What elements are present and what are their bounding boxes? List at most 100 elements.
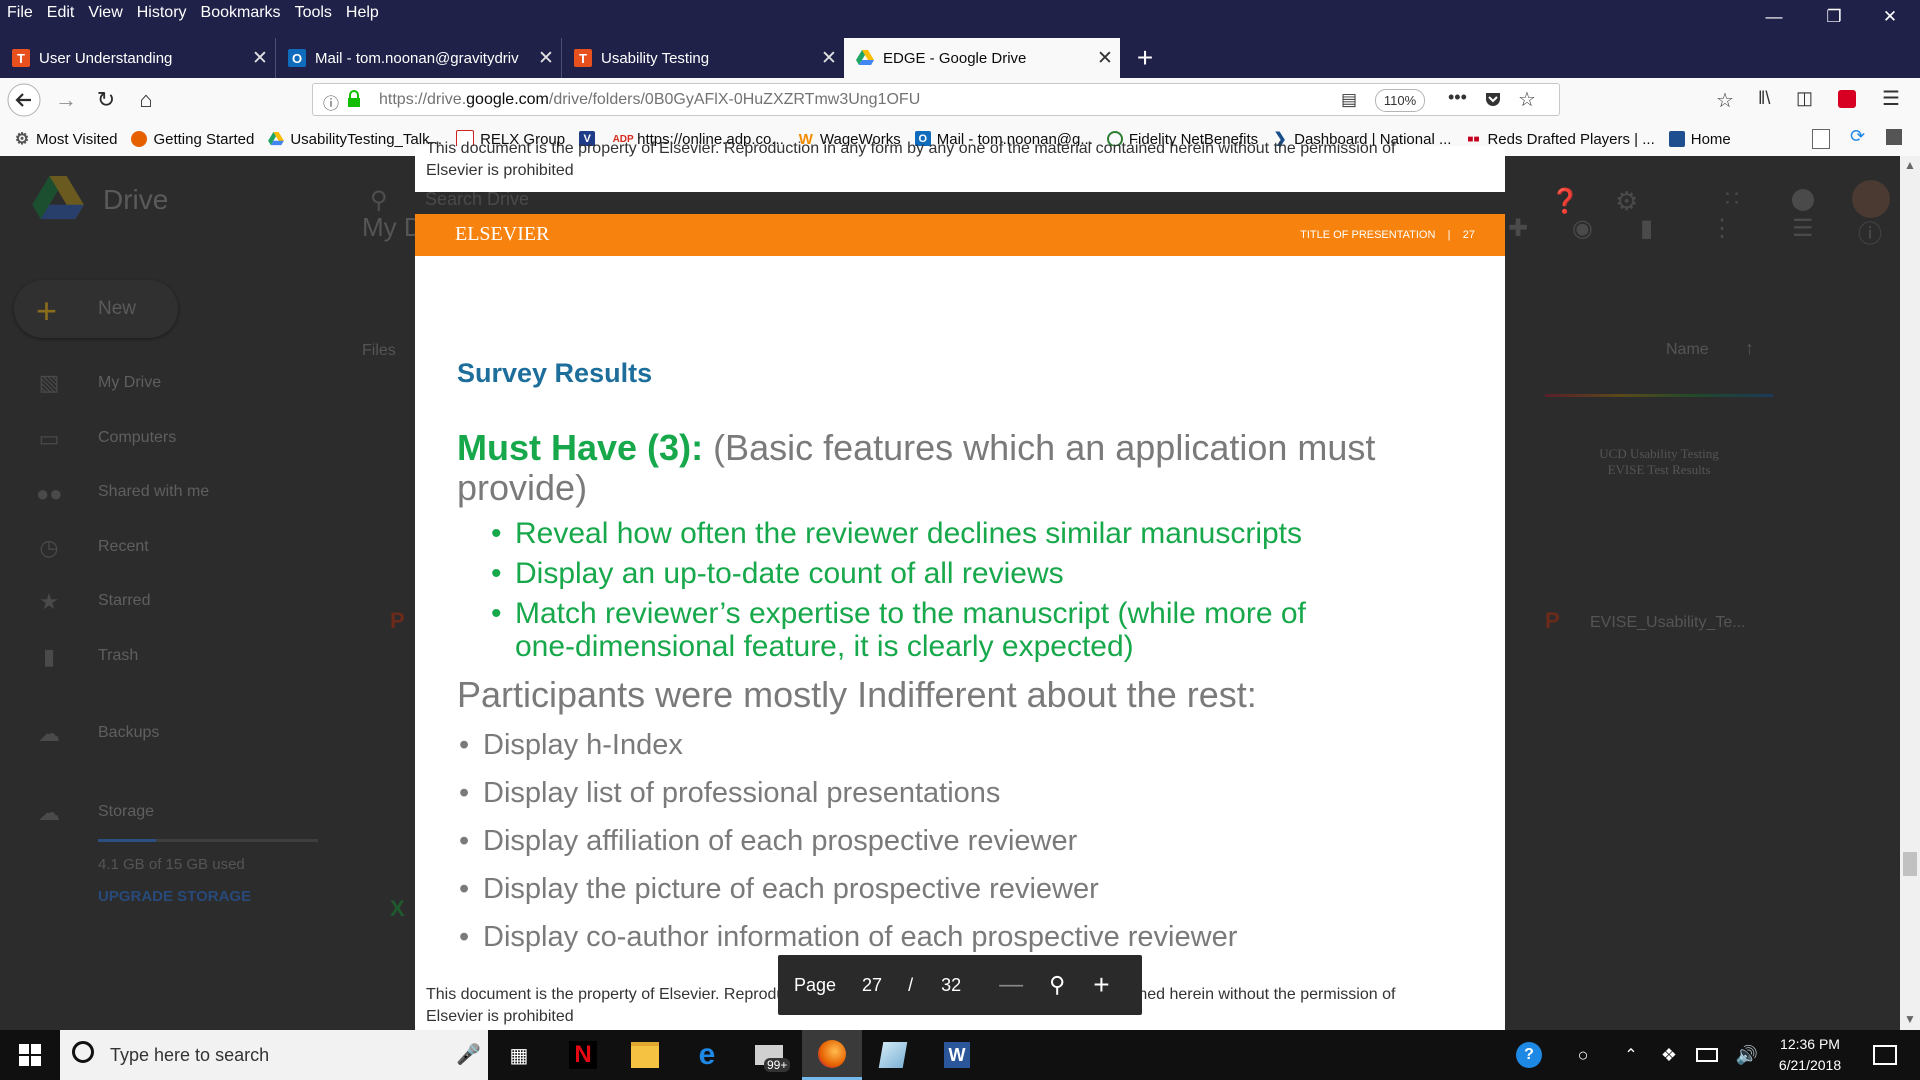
sidebar-item-computers[interactable]: Computers — [98, 429, 177, 446]
tab-user-understanding[interactable]: T User Understanding ✕ — [0, 38, 276, 78]
more-vert-icon[interactable]: ⋮ — [1710, 215, 1734, 242]
scroll-down-arrow-icon[interactable]: ▼ — [1904, 1012, 1916, 1026]
file-explorer-icon[interactable] — [628, 1038, 662, 1072]
sidebar-item-trash[interactable]: Trash — [98, 647, 139, 664]
pocket-icon[interactable] — [1483, 89, 1503, 109]
bookmark-mail[interactable]: O Mail - tom.noonan@g... — [914, 131, 1093, 148]
zoom-out-icon[interactable]: — — [999, 971, 1024, 998]
apps-grid-icon[interactable]: ∷ — [1725, 186, 1739, 211]
upgrade-storage-link[interactable]: UPGRADE STORAGE — [98, 888, 252, 905]
zoom-in-magnifier-icon[interactable]: ⚲ — [1049, 972, 1066, 997]
menu-history[interactable]: History — [136, 4, 187, 21]
tab-usability-testing[interactable]: T Usability Testing ✕ — [562, 38, 844, 78]
bookmark-home[interactable]: Home — [1668, 131, 1731, 148]
breadcrumb[interactable]: My D — [362, 212, 423, 242]
trash-icon[interactable]: ▮ — [1640, 215, 1654, 242]
bookmark-getting-started[interactable]: Getting Started — [131, 131, 254, 148]
reload-button[interactable]: ↻ — [96, 87, 116, 112]
task-view-icon[interactable]: ▦ — [509, 1044, 529, 1067]
dropbox-icon[interactable]: ❖ — [1660, 1044, 1678, 1065]
scroll-up-arrow-icon[interactable]: ▲ — [1904, 158, 1916, 172]
new-tab-button[interactable]: + — [1136, 42, 1154, 73]
bookmark-wageworks[interactable]: W WageWorks — [798, 130, 901, 148]
sidebar-item-storage[interactable]: Storage — [98, 803, 155, 820]
zoom-level-badge[interactable]: 110% — [1375, 89, 1425, 112]
home-button[interactable]: ⌂ — [139, 87, 153, 112]
word-icon[interactable]: W — [940, 1038, 974, 1072]
system-clock[interactable]: 12:36 PM 6/21/2018 — [1778, 1036, 1842, 1073]
info-icon[interactable]: ⓘ — [323, 96, 340, 113]
show-hidden-icons-chevron-icon[interactable]: ⌃ — [1624, 1047, 1638, 1064]
bookmark-dashboard[interactable]: ❯ Dashboard | National ... — [1273, 130, 1452, 149]
restore-button[interactable]: ❐ — [1826, 7, 1842, 26]
bookmark-usability-testing-talk[interactable]: UsabilityTesting_Talk... — [268, 131, 442, 148]
notes-icon[interactable] — [1812, 129, 1830, 149]
sync-icon[interactable]: ⟳ — [1850, 126, 1866, 146]
info-details-icon[interactable]: ⓘ — [1858, 221, 1882, 248]
zoom-plus-icon[interactable]: + — [1093, 969, 1110, 1000]
back-button[interactable] — [4, 78, 44, 122]
mail-app-icon[interactable]: 99+ — [752, 1038, 791, 1072]
tab-mail[interactable]: O Mail - tom.noonan@gravitydriv ✕ — [276, 38, 562, 78]
sidebar-item-backups[interactable]: Backups — [98, 724, 160, 741]
battery-icon[interactable] — [1690, 1038, 1724, 1072]
preview-eye-icon[interactable]: ◉ — [1572, 215, 1593, 242]
menu-bookmarks[interactable]: Bookmarks — [200, 4, 281, 21]
volume-icon[interactable]: 🔊 — [1735, 1044, 1759, 1065]
bookmark-vt[interactable]: V — [579, 131, 601, 147]
app-icon[interactable] — [876, 1038, 910, 1072]
close-tab-icon[interactable]: ✕ — [252, 47, 268, 69]
share-person-icon[interactable]: ✚ — [1508, 215, 1529, 242]
sidebar-item-starred[interactable]: Starred — [98, 592, 151, 609]
bookmark-most-visited[interactable]: ⚙ Most Visited — [14, 130, 118, 149]
bookmark-star-icon[interactable]: ☆ — [1518, 89, 1536, 111]
sort-arrow-up-icon[interactable]: ↑ — [1745, 338, 1754, 358]
page-actions-icon[interactable]: ••• — [1448, 87, 1467, 107]
new-button[interactable]: + New — [14, 280, 178, 338]
forward-button[interactable]: → — [55, 87, 77, 112]
sidebar-item-recent[interactable]: Recent — [98, 538, 149, 555]
url-text[interactable]: https://drive.google.com/drive/folders/0… — [379, 91, 921, 108]
taskbar-search-box[interactable]: Type here to search 🎤 — [60, 1030, 488, 1080]
menu-edit[interactable]: Edit — [46, 4, 75, 21]
menu-tools[interactable]: Tools — [294, 4, 332, 21]
name-column-header[interactable]: Name — [1666, 341, 1709, 358]
notifications-icon[interactable] — [1792, 189, 1814, 211]
reader-view-icon[interactable]: ▤ — [1341, 90, 1358, 109]
people-icon[interactable]: ○ — [1577, 1044, 1589, 1065]
start-button[interactable] — [0, 1030, 60, 1080]
help-icon[interactable]: ❓ — [1550, 188, 1580, 215]
scrollbar-thumb[interactable] — [1903, 852, 1917, 876]
action-center-icon[interactable] — [1868, 1038, 1902, 1072]
menu-help[interactable]: Help — [345, 4, 379, 21]
library-icon[interactable]: ‖\ — [1758, 88, 1771, 108]
bookmarks-star-toolbar-icon[interactable]: ☆ — [1716, 90, 1734, 112]
close-tab-icon[interactable]: ✕ — [821, 47, 837, 69]
search-icon[interactable]: ⚲ — [370, 187, 388, 214]
avatar[interactable] — [1852, 180, 1890, 218]
current-page-input[interactable]: 27 — [862, 974, 883, 995]
tab-edge-google-drive[interactable]: EDGE - Google Drive ✕ — [844, 38, 1120, 78]
extension-icon[interactable] — [1886, 129, 1902, 145]
bookmark-reds-drafted[interactable]: ■■ Reds Drafted Players | ... — [1467, 130, 1655, 148]
settings-gear-icon[interactable]: ⚙ — [1615, 186, 1639, 216]
close-tab-icon[interactable]: ✕ — [538, 47, 554, 69]
firefox-taskbar-button[interactable] — [802, 1030, 862, 1080]
netflix-icon[interactable]: N — [566, 1038, 600, 1072]
close-tab-icon[interactable]: ✕ — [1097, 47, 1113, 69]
sidebar-item-my-drive[interactable]: My Drive — [98, 374, 162, 391]
bookmark-adp[interactable]: ADP https://online.adp.co... — [612, 130, 784, 148]
menu-file[interactable]: File — [7, 4, 33, 21]
minimize-button[interactable]: — — [1765, 7, 1783, 26]
sidebar-item-shared[interactable]: Shared with me — [98, 483, 210, 500]
list-view-icon[interactable]: ☰ — [1792, 215, 1814, 242]
hamburger-menu-icon[interactable]: ☰ — [1882, 88, 1900, 110]
pocket-save-icon[interactable] — [1838, 90, 1856, 108]
menu-view[interactable]: View — [88, 4, 123, 21]
microphone-icon[interactable]: 🎤 — [456, 1044, 481, 1066]
edge-browser-icon[interactable]: e — [698, 1038, 716, 1071]
drive-search-input[interactable]: Search Drive — [425, 189, 530, 209]
sidebar-toggle-icon[interactable]: ◫ — [1796, 88, 1814, 108]
file-name[interactable]: EVISE_Usability_Te... — [1590, 614, 1746, 631]
vertical-scrollbar[interactable]: ▲ ▼ — [1900, 156, 1920, 1030]
